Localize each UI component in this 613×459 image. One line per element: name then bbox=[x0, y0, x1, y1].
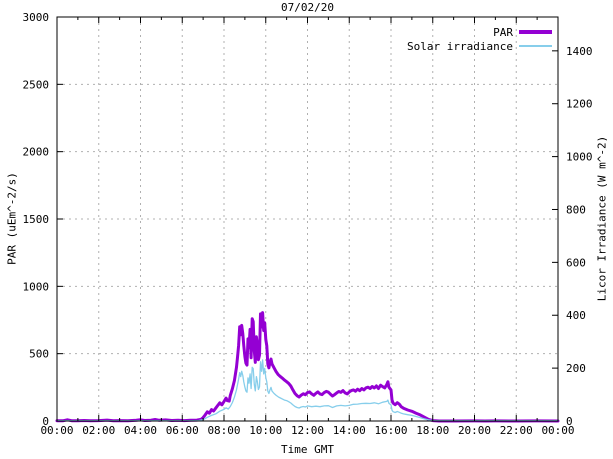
y2-tick-label: 200 bbox=[566, 362, 586, 375]
y2-tick-label: 800 bbox=[566, 203, 586, 216]
x-tick-label: 12:00 bbox=[291, 424, 324, 437]
x-tick-label: 00:00 bbox=[541, 424, 574, 437]
y2-tick-label: 600 bbox=[566, 256, 586, 269]
x-tick-label: 08:00 bbox=[207, 424, 240, 437]
x-tick-label: 02:00 bbox=[82, 424, 115, 437]
y-tick-label: 1500 bbox=[23, 213, 50, 226]
y2-axis-label: Licor Irradiance (W m^-2) bbox=[595, 135, 609, 302]
x-tick-label: 16:00 bbox=[374, 424, 407, 437]
solar-line-sample bbox=[519, 45, 552, 47]
solar-series-line bbox=[56, 359, 559, 422]
par-series-line bbox=[55, 311, 560, 423]
x-tick-label: 20:00 bbox=[458, 424, 491, 437]
legend: PAR Solar irradiance bbox=[407, 25, 552, 53]
legend-entry-par: PAR bbox=[407, 25, 552, 39]
x-tick-label: 18:00 bbox=[416, 424, 449, 437]
x-tick-label: 00:00 bbox=[40, 424, 73, 437]
x-tick-label: 06:00 bbox=[166, 424, 199, 437]
par-line-sample bbox=[519, 30, 552, 34]
y2-tick-label: 0 bbox=[566, 415, 573, 428]
y2-tick-label: 1000 bbox=[566, 151, 593, 164]
legend-entry-solar: Solar irradiance bbox=[407, 39, 552, 53]
x-tick-label: 14:00 bbox=[333, 424, 366, 437]
y-tick-label: 2500 bbox=[23, 78, 50, 91]
x-tick-label: 22:00 bbox=[500, 424, 533, 437]
x-tick-label: 10:00 bbox=[249, 424, 282, 437]
y-tick-label: 500 bbox=[29, 348, 49, 361]
legend-label-solar: Solar irradiance bbox=[407, 39, 513, 53]
y-tick-label: 0 bbox=[42, 415, 49, 428]
x-axis-label: Time GMT bbox=[281, 443, 334, 456]
y-tick-label: 2000 bbox=[23, 146, 50, 159]
chart-title: 07/02/20 bbox=[281, 1, 334, 14]
y-tick-label: 1000 bbox=[23, 280, 50, 293]
y2-tick-label: 1200 bbox=[566, 98, 593, 111]
legend-label-par: PAR bbox=[493, 25, 513, 39]
x-tick-label: 04:00 bbox=[124, 424, 157, 437]
y2-tick-label: 400 bbox=[566, 309, 586, 322]
y2-tick-label: 1400 bbox=[566, 45, 593, 58]
y-tick-label: 3000 bbox=[23, 11, 50, 24]
y-axis-label: PAR (uEm^-2/s) bbox=[5, 172, 19, 265]
